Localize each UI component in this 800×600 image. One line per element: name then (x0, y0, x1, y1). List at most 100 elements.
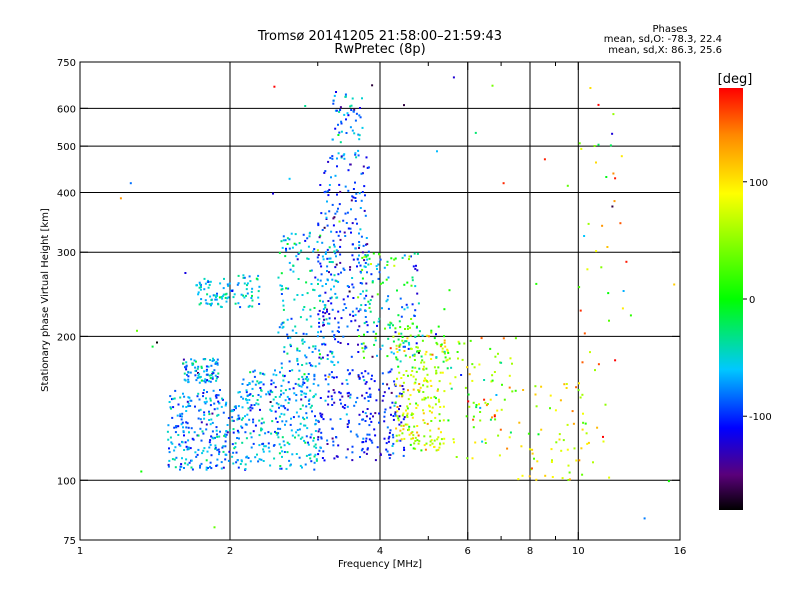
data-point (211, 360, 214, 362)
data-point (199, 427, 202, 430)
data-point (350, 109, 353, 111)
data-point (400, 421, 403, 424)
data-point (280, 240, 283, 243)
data-point (508, 436, 511, 439)
data-point (369, 310, 372, 313)
data-point (218, 435, 221, 438)
data-point (605, 176, 608, 178)
data-point (370, 263, 372, 265)
data-point (250, 297, 253, 299)
data-point (334, 338, 337, 341)
data-point (365, 156, 368, 159)
data-point (324, 190, 327, 193)
data-point (281, 326, 284, 329)
data-point (140, 470, 143, 473)
data-point (423, 421, 426, 424)
data-point (349, 266, 352, 269)
data-point (358, 376, 361, 379)
data-point (196, 453, 199, 456)
data-point (320, 431, 323, 434)
data-point (424, 353, 427, 356)
data-point (291, 246, 294, 249)
data-point (361, 282, 364, 285)
data-point (270, 410, 273, 412)
data-point (494, 418, 497, 421)
data-point (418, 389, 421, 392)
data-point (411, 370, 414, 372)
data-point (280, 404, 283, 407)
data-point (186, 463, 189, 466)
data-point (325, 283, 327, 285)
data-point (324, 343, 327, 346)
data-point (286, 318, 289, 321)
data-point (350, 208, 352, 211)
data-point (364, 310, 367, 312)
data-point (336, 210, 339, 213)
data-point (410, 284, 413, 287)
data-point (361, 172, 364, 175)
data-point (323, 318, 326, 321)
data-point (270, 383, 273, 386)
data-point (361, 447, 364, 450)
data-point (418, 390, 421, 393)
data-point (212, 357, 214, 360)
data-point (364, 420, 367, 422)
data-point (227, 417, 230, 419)
data-point (366, 324, 369, 327)
data-point (319, 262, 322, 265)
data-point (398, 345, 401, 348)
data-point (328, 210, 331, 213)
data-point (187, 426, 190, 429)
data-point (398, 434, 401, 437)
data-point (306, 427, 309, 430)
data-point (278, 406, 280, 409)
data-point (219, 282, 222, 285)
data-point (251, 305, 254, 308)
data-point (535, 282, 538, 285)
data-point (493, 415, 496, 418)
data-point (447, 351, 450, 354)
data-point (346, 448, 349, 451)
data-point (319, 446, 322, 449)
data-point (388, 435, 391, 438)
data-point (237, 431, 240, 434)
data-point (252, 442, 255, 445)
data-point (205, 428, 208, 431)
data-point (296, 347, 299, 350)
data-point (208, 441, 211, 444)
data-point (237, 282, 240, 285)
data-point (460, 374, 463, 376)
data-point (180, 463, 183, 466)
data-point (389, 406, 392, 409)
data-point (169, 436, 172, 439)
data-point (580, 147, 583, 150)
data-point (355, 307, 358, 310)
data-point (550, 448, 553, 451)
data-point (571, 410, 574, 413)
data-point (274, 410, 277, 413)
data-point (202, 392, 205, 394)
data-point (384, 408, 387, 411)
data-point (387, 437, 390, 440)
data-point (216, 363, 219, 366)
data-point (255, 277, 258, 280)
data-point (345, 132, 348, 134)
data-point (301, 294, 304, 296)
data-point (370, 439, 373, 442)
data-point (191, 364, 194, 366)
data-point (436, 438, 439, 441)
data-point (300, 249, 303, 252)
data-point (276, 433, 279, 436)
data-point (280, 393, 282, 396)
data-point (437, 388, 439, 391)
data-point (231, 416, 234, 419)
data-point (321, 457, 324, 459)
data-point (430, 439, 433, 442)
data-point (236, 418, 239, 421)
data-point (414, 336, 417, 338)
data-point (340, 317, 343, 320)
data-point (280, 288, 283, 291)
data-point (279, 371, 281, 374)
data-point (565, 387, 568, 389)
data-point (345, 456, 348, 459)
